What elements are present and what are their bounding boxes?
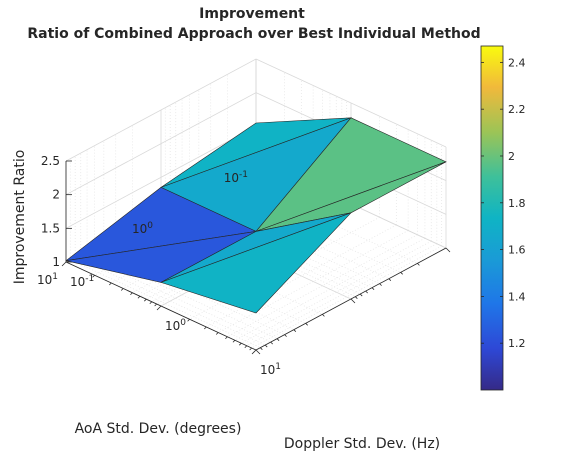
x-axis-minor-tick xyxy=(130,292,133,296)
floor-minor-gridline-y xyxy=(70,259,261,349)
colorbar: 1.2 1.4 1.6 1.8 2 2.2 2.4 xyxy=(480,45,526,391)
x-axis-minor-tick xyxy=(249,347,252,351)
y-axis-minor-tick xyxy=(371,287,375,290)
x-axis-tick xyxy=(251,349,257,355)
x-axis-minor-tick xyxy=(232,339,236,343)
y-axis-label: AoA Std. Dev. (degrees) xyxy=(75,421,242,437)
y-axis-minor-tick xyxy=(270,341,273,345)
x-axis-minor-tick xyxy=(225,336,228,340)
wall-gridline-z2 xyxy=(65,92,257,196)
tick-labels: 1 1.5 2 2.5 10-1 100 101 10-1 100 101 xyxy=(37,154,281,377)
colorbar-gradient xyxy=(480,45,504,391)
y-axis-minor-tick xyxy=(359,293,363,297)
y-axis-minor-tick xyxy=(365,290,368,294)
colorbar-tick-label: 2.2 xyxy=(508,103,526,116)
colorbar-tick-label: 2.4 xyxy=(508,56,526,69)
floor-minor-gridline-y xyxy=(189,195,380,285)
y-axis-minor-tick xyxy=(284,334,287,337)
x-axis-minor-tick xyxy=(154,303,157,307)
floor-minor-gridline-y xyxy=(94,246,285,336)
floor-minor-gridline-y xyxy=(80,253,271,343)
x-tick-label: 100 xyxy=(165,318,186,333)
z-tick-label: 1.5 xyxy=(41,221,60,235)
floor-minor-gridline-y xyxy=(170,205,361,295)
floor-minor-gridline-y xyxy=(227,174,418,264)
floor-minor-gridline-y xyxy=(175,202,366,292)
colorbar-tick-label: 1.4 xyxy=(508,290,526,303)
chart-subtitle: Ratio of Combined Approach over Best Ind… xyxy=(27,26,480,42)
y-axis-minor-tick xyxy=(293,329,297,332)
x-axis-minor-tick xyxy=(137,295,141,299)
colorbar-tick-label: 1.8 xyxy=(508,197,526,210)
y-axis-minor-tick xyxy=(400,272,403,275)
y-axis-minor-tick xyxy=(264,344,268,348)
z-tick-label: 2 xyxy=(52,188,60,202)
y-tick-label: 100 xyxy=(132,221,153,236)
floor-minor-gridline-y xyxy=(75,256,266,346)
x-axis-minor-tick xyxy=(204,326,207,330)
floor-minor-gridline-y xyxy=(86,250,278,340)
colorbar-tick-label: 1.6 xyxy=(508,244,526,257)
z-tick-label: 1 xyxy=(52,255,60,269)
floor-minor-gridline-y xyxy=(115,234,306,324)
y-axis-minor-tick xyxy=(276,338,280,341)
y-axis-minor-tick xyxy=(417,263,420,266)
y-axis-minor-tick xyxy=(379,283,382,286)
wall-gridline-z2 xyxy=(65,125,257,229)
x-axis-tick xyxy=(61,261,67,267)
x-tick-label: 10-1 xyxy=(70,274,94,289)
y-axis-tick xyxy=(255,349,261,355)
x-tick-label: 101 xyxy=(260,362,281,377)
chart-title: Improvement xyxy=(199,6,305,22)
y-tick-label: 10-1 xyxy=(224,170,248,185)
y-axis-tick xyxy=(445,247,451,253)
colorbar-tick-label: 2 xyxy=(508,150,515,163)
z-tick-label: 2.5 xyxy=(41,154,60,168)
y-axis-tick xyxy=(350,298,356,304)
floor-minor-gridline-y xyxy=(165,208,356,298)
y-axis-minor-tick xyxy=(355,296,358,299)
x-axis-minor-tick xyxy=(120,288,124,291)
y-axis-minor-tick xyxy=(322,314,325,317)
front-axes xyxy=(61,160,451,355)
floor-minor-gridline-y xyxy=(132,225,323,315)
y-axis-minor-tick xyxy=(260,347,263,350)
y-tick-label: 101 xyxy=(37,272,58,287)
y-axis-minor-tick xyxy=(388,278,392,281)
surface xyxy=(65,117,447,314)
x-axis-minor-tick xyxy=(187,318,190,322)
x-axis-label: Doppler Std. Dev. (Hz) xyxy=(284,436,440,452)
x-axis-tick xyxy=(156,305,162,311)
x-axis-minor-tick xyxy=(144,298,147,302)
floor-minor-gridline-y xyxy=(103,241,294,331)
y-axis-minor-tick xyxy=(305,323,308,326)
x-axis-minor-tick xyxy=(215,332,219,335)
wall-gridline-z2 xyxy=(65,58,257,162)
surface-facet xyxy=(160,212,352,314)
x-axis-minor-tick xyxy=(149,301,153,305)
wall-gridline-z xyxy=(255,58,447,148)
z-axis-label: Improvement Ratio xyxy=(12,150,28,285)
x-axis-minor-tick xyxy=(239,342,242,346)
floor-minor-gridline-y xyxy=(198,190,389,280)
x-axis-minor-tick xyxy=(244,345,248,349)
x-axis-minor-tick xyxy=(92,274,95,278)
floor-minor-gridline-y xyxy=(181,199,373,289)
x-axis-minor-tick xyxy=(109,282,112,286)
colorbar-tick-label: 1.2 xyxy=(508,337,526,350)
floor-minor-gridline-y xyxy=(210,183,401,273)
